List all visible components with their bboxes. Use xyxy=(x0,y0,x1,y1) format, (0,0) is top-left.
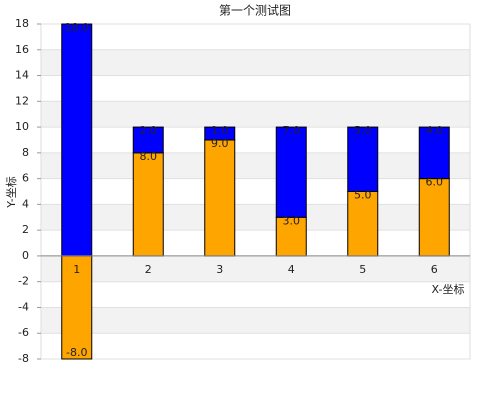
y-tick-label: 0 xyxy=(22,249,29,262)
y-tick-label: 16 xyxy=(15,43,29,56)
y-tick-label: 6 xyxy=(22,172,29,185)
bar xyxy=(61,255,93,360)
x-tick-label: 3 xyxy=(216,263,223,276)
bar xyxy=(418,178,450,257)
value-label: 3.0 xyxy=(283,214,301,227)
value-label: 7.0 xyxy=(283,124,301,137)
value-label: 8.0 xyxy=(140,150,158,163)
y-axis-label: Y-坐标 xyxy=(4,176,18,208)
bar xyxy=(132,152,164,257)
grid-band xyxy=(41,101,470,128)
bar xyxy=(275,126,307,218)
y-tick-label: 10 xyxy=(15,120,29,133)
y-tick-label: -2 xyxy=(18,275,29,288)
value-label: -8.0 xyxy=(66,346,87,359)
grid-band xyxy=(41,152,470,179)
x-tick-label: 2 xyxy=(145,263,152,276)
x-tick-label: 4 xyxy=(288,263,295,276)
grid-band xyxy=(41,49,470,76)
value-label: 1.0 xyxy=(211,124,229,137)
bar xyxy=(61,23,93,257)
chart-title: 第一个测试图 xyxy=(219,3,291,18)
bar xyxy=(347,126,379,192)
value-label: 18.0 xyxy=(65,21,90,34)
bar xyxy=(204,139,236,257)
bar xyxy=(132,126,164,154)
y-tick-label: 12 xyxy=(15,94,29,107)
bar xyxy=(204,126,236,141)
value-label: 4.0 xyxy=(426,124,444,137)
x-tick-label: 1 xyxy=(73,263,80,276)
grid-band xyxy=(41,255,470,282)
y-tick-label: 14 xyxy=(15,69,29,82)
x-axis-label: X-坐标 xyxy=(432,282,465,296)
grid-band xyxy=(41,204,470,231)
y-tick-label: -8 xyxy=(18,352,29,365)
grid-band xyxy=(41,307,470,334)
y-tick-label: -6 xyxy=(18,326,29,339)
value-label: 9.0 xyxy=(211,137,229,150)
y-tick-label: -4 xyxy=(18,300,29,313)
value-label: 2.0 xyxy=(140,124,158,137)
y-tick-label: 4 xyxy=(22,197,29,210)
y-tick-label: 18 xyxy=(15,17,29,30)
value-label: 6.0 xyxy=(426,176,444,189)
bar xyxy=(418,126,450,180)
value-label: 5.0 xyxy=(354,189,372,202)
y-tick-label: 8 xyxy=(22,146,29,159)
y-tick-label: 2 xyxy=(22,223,29,236)
x-tick-label: 6 xyxy=(431,263,438,276)
x-tick-label: 5 xyxy=(359,263,366,276)
bar xyxy=(347,191,379,257)
value-label: 5.0 xyxy=(354,124,372,137)
